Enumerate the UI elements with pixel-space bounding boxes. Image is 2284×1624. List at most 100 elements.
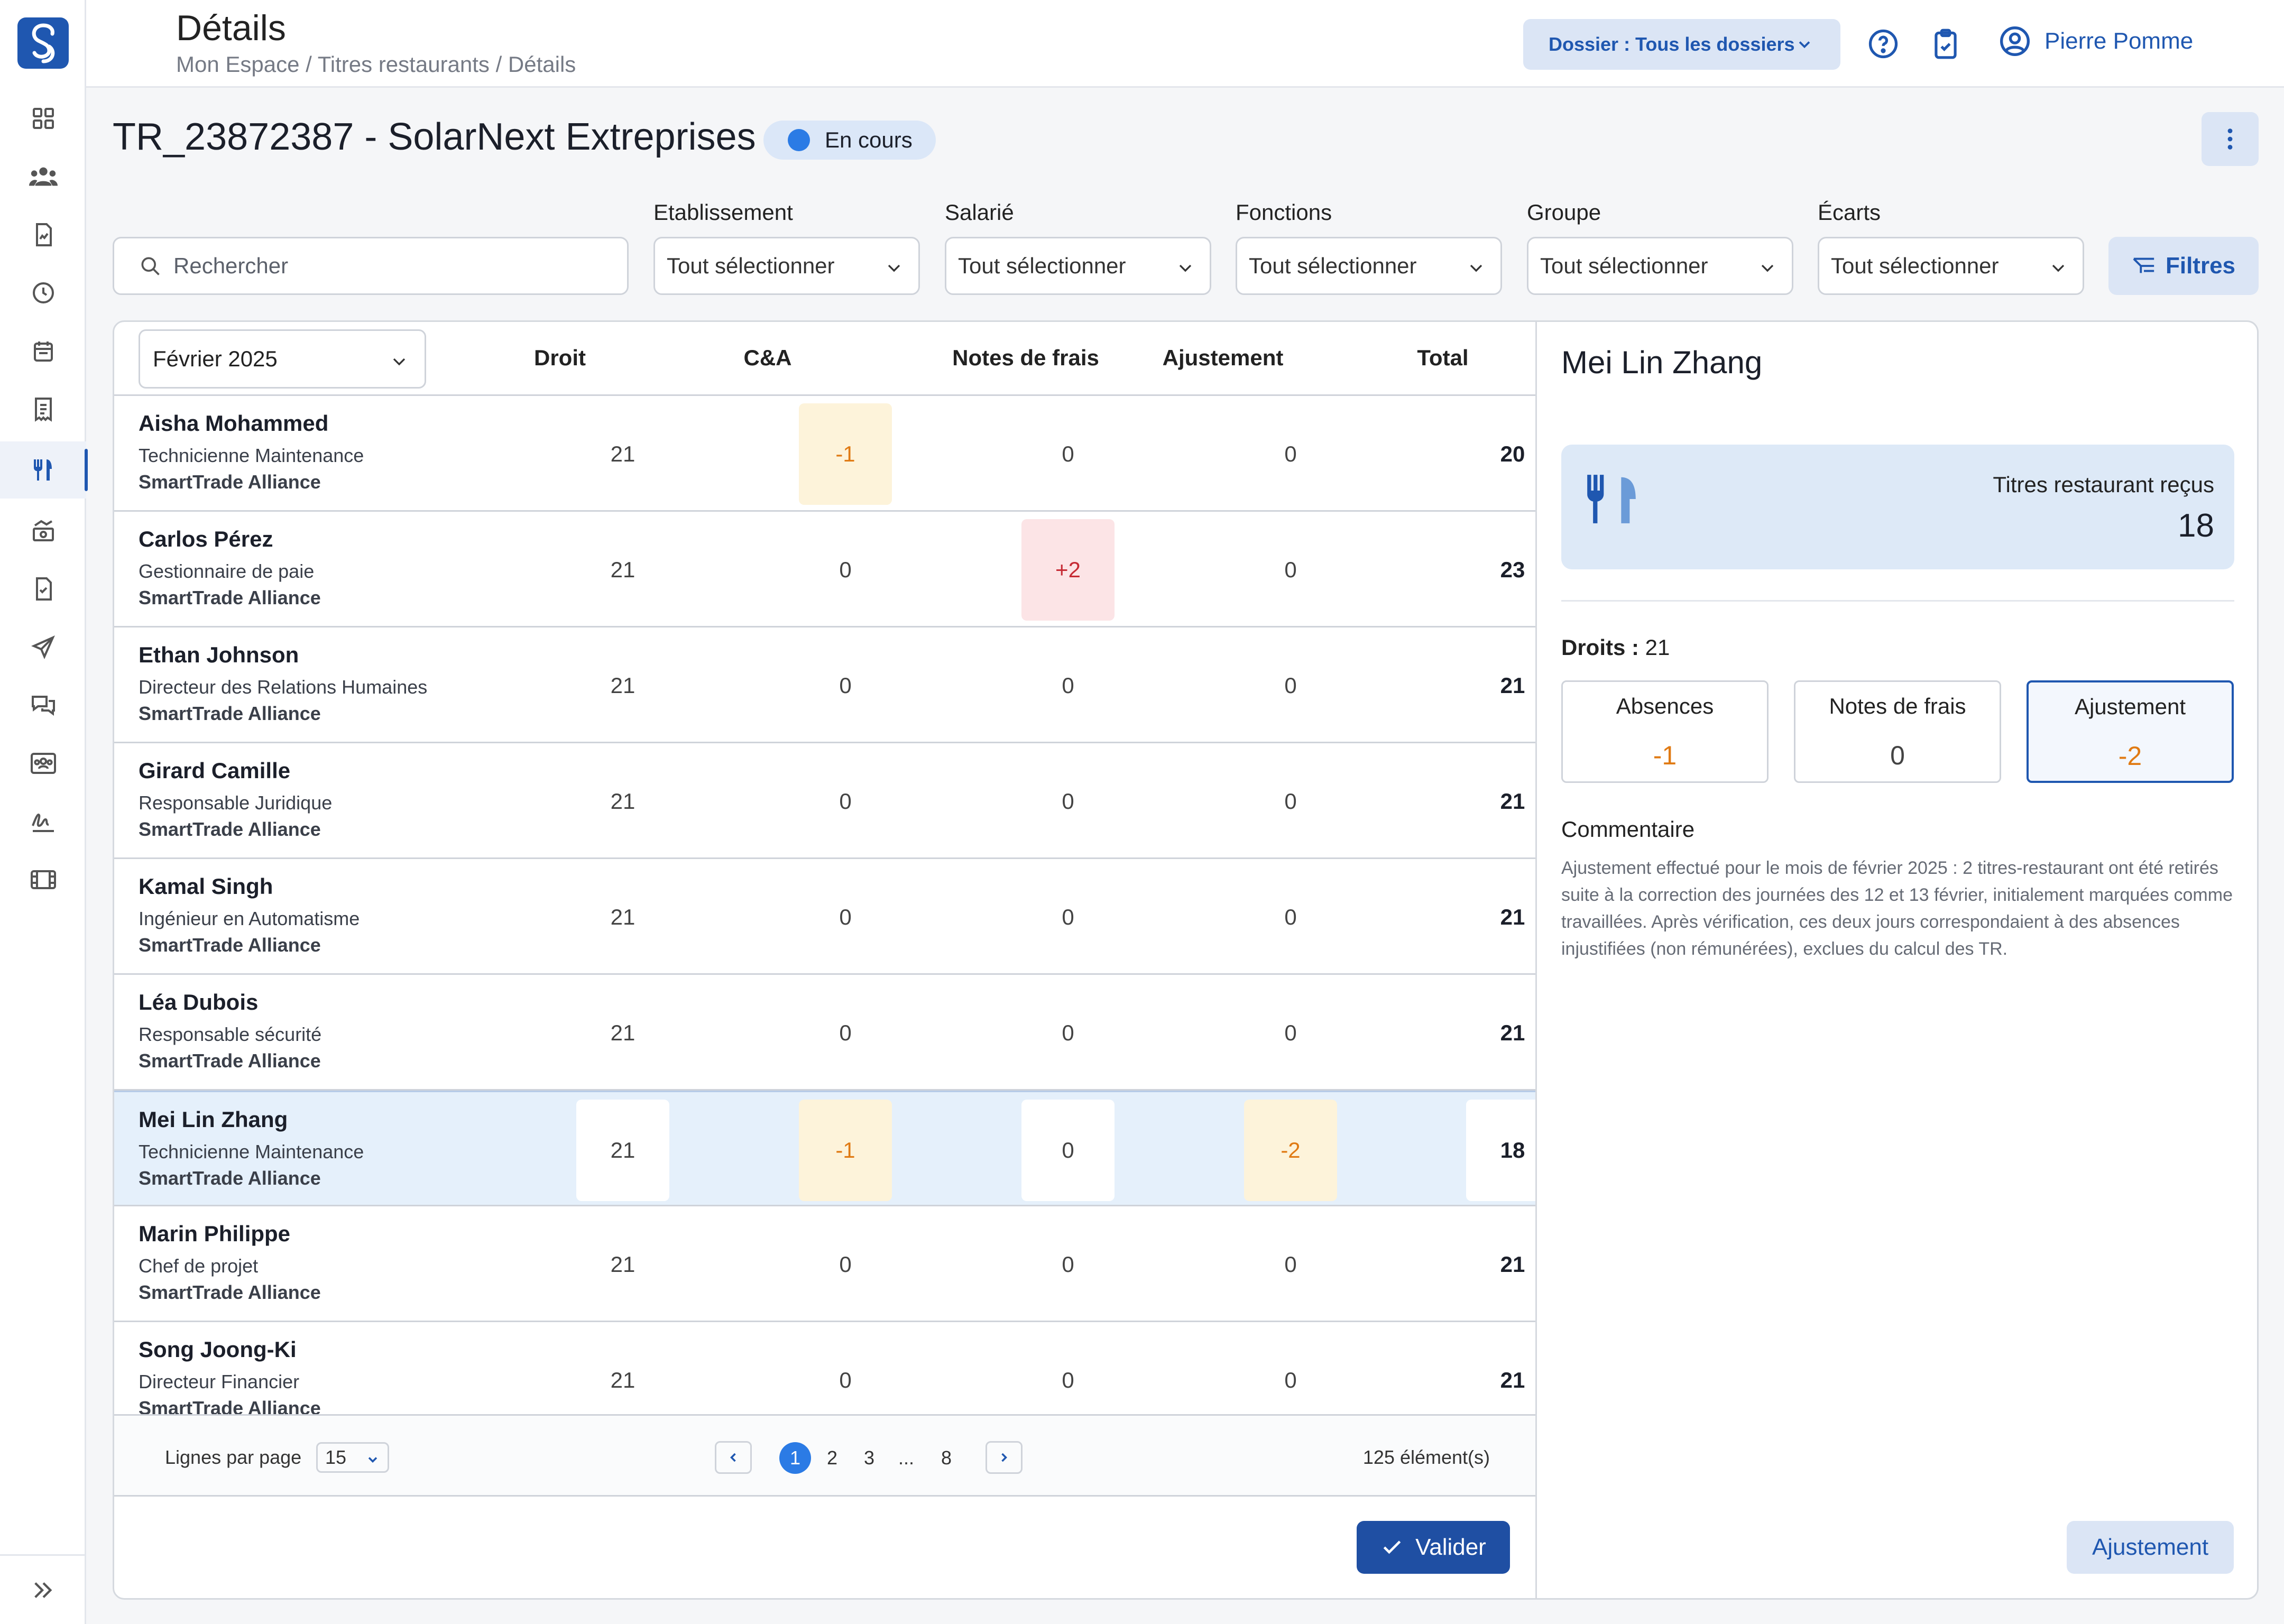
film-icon (29, 867, 58, 892)
col-ca[interactable]: C&A (743, 345, 792, 370)
nav-time[interactable] (0, 264, 86, 321)
employee-role: Responsable sécurité (139, 1023, 322, 1045)
chat-icon (29, 693, 58, 718)
col-total[interactable]: Total (1417, 345, 1469, 370)
cell-total: 21 (1500, 1252, 1525, 1277)
nav-users[interactable] (0, 148, 86, 205)
divider (1561, 600, 2234, 602)
more-options-button[interactable] (2202, 112, 2259, 166)
lines-per-page-select[interactable]: 15 (316, 1442, 389, 1473)
stat-ajustement-label: Ajustement (2074, 694, 2186, 719)
filter-etablissement-select[interactable]: Tout sélectionner (653, 237, 920, 295)
cell-total: 21 (1500, 905, 1525, 929)
cell-total: 21 (1500, 1020, 1525, 1045)
cell-ndf: 0 (1062, 789, 1074, 814)
validate-button-label: Valider (1415, 1534, 1486, 1560)
nav-titres-restaurants[interactable] (0, 441, 88, 499)
employee-company: SmartTrade Alliance (139, 471, 321, 493)
filter-salarie-value: Tout sélectionner (958, 253, 1126, 278)
col-droit[interactable]: Droit (534, 345, 586, 370)
table-row[interactable]: Girard Camille Responsable Juridique Smart… (114, 743, 1535, 859)
stat-absences-value: -1 (1653, 741, 1677, 770)
employee-company: SmartTrade Alliance (139, 934, 321, 956)
nav-documents[interactable] (0, 206, 86, 263)
stat-absences[interactable]: Absences -1 (1561, 680, 1769, 783)
stat-ajustement[interactable]: Ajustement -2 (2027, 680, 2234, 783)
stat-notes-de-frais[interactable]: Notes de frais 0 (1794, 680, 2001, 783)
user-menu[interactable]: Pierre Pomme (1998, 24, 2193, 58)
filters-button[interactable]: Filtres (2108, 237, 2259, 295)
page-2[interactable]: 2 (826, 1447, 838, 1469)
check-icon (1380, 1536, 1404, 1559)
table-pagination: Lignes par page 15 1 2 3 ... 8 125 éléme… (114, 1414, 1535, 1497)
cell-ca: -1 (799, 1100, 892, 1201)
filter-fonctions-select[interactable]: Tout sélectionner (1236, 237, 1502, 295)
cell-ndf: +2 (1021, 519, 1115, 621)
document-icon (31, 222, 56, 247)
validate-button[interactable]: Valider (1357, 1521, 1510, 1574)
table-row[interactable]: Marin Philippe Chef de projet SmartTrade A… (114, 1206, 1535, 1322)
nav-calendar[interactable] (0, 322, 86, 380)
dossier-select[interactable]: Dossier : Tous les dossiers (1523, 19, 1840, 70)
filter-salarie-select[interactable]: Tout sélectionner (945, 237, 1211, 295)
next-page-button[interactable] (986, 1441, 1023, 1474)
nav-receipts[interactable] (0, 381, 86, 438)
filter-ecarts-value: Tout sélectionner (1831, 253, 1999, 278)
nav-send[interactable] (0, 619, 86, 676)
chevron-down-icon (2048, 257, 2069, 279)
table-row[interactable]: Aisha Mohammed Technicienne Maintenance Sm… (114, 396, 1535, 512)
nav-team[interactable] (0, 735, 86, 792)
team-icon (29, 751, 58, 776)
lines-per-page-value: 15 (325, 1446, 347, 1468)
col-ajustement[interactable]: Ajustement (1162, 345, 1284, 370)
cell-ca: 0 (839, 1368, 852, 1392)
table-row[interactable]: Mei Lin Zhang Technicienne Maintenance Sma… (114, 1091, 1535, 1206)
search-input[interactable]: Rechercher (113, 237, 629, 295)
table-row[interactable]: Ethan Johnson Directeur des Relations Hum… (114, 628, 1535, 743)
nav-signature[interactable] (0, 793, 86, 850)
employee-role: Gestionnaire de paie (139, 560, 315, 582)
page-3[interactable]: 3 (863, 1447, 875, 1469)
stat-ajustement-value: -2 (2118, 741, 2142, 771)
month-select[interactable]: Février 2025 (139, 329, 426, 389)
employee-company: SmartTrade Alliance (139, 587, 321, 608)
employee-name: Mei Lin Zhang (139, 1107, 288, 1132)
employee-role: Chef de projet (139, 1255, 259, 1277)
nav-messages[interactable] (0, 677, 86, 734)
filter-ecarts-label: Écarts (1818, 200, 1881, 225)
ajustement-button[interactable]: Ajustement (2067, 1521, 2234, 1574)
clipboard-check-icon[interactable] (1929, 27, 1962, 60)
prev-page-button[interactable] (715, 1441, 752, 1474)
chevron-down-icon (883, 257, 905, 279)
nav-validation[interactable] (0, 560, 86, 617)
employee-company: SmartTrade Alliance (139, 1281, 321, 1303)
col-notes-de-frais[interactable]: Notes de frais (952, 345, 1099, 370)
titres-received-card: Titres restaurant reçus 18 (1561, 445, 2234, 569)
cell-total: 21 (1500, 673, 1525, 698)
table-row[interactable]: Carlos Pérez Gestionnaire de paie SmartTra… (114, 512, 1535, 628)
nav-payroll[interactable] (0, 502, 86, 559)
sidebar-expand-button[interactable] (0, 1554, 86, 1624)
breadcrumb[interactable]: Mon Espace / Titres restaurants / Détail… (176, 52, 576, 77)
cell-ndf: 0 (1062, 441, 1074, 466)
cell-droit: 21 (610, 1368, 636, 1392)
titres-received-label: Titres restaurant reçus (1993, 472, 2214, 497)
cell-ajust: 0 (1284, 1020, 1297, 1045)
chevron-down-icon (1175, 257, 1196, 279)
stat-ndf-value: 0 (1890, 741, 1905, 770)
employee-company: SmartTrade Alliance (139, 703, 321, 724)
nav-dashboard[interactable] (0, 90, 86, 147)
table-row[interactable]: Léa Dubois Responsable sécurité SmartTrade… (114, 975, 1535, 1091)
page-8[interactable]: 8 (941, 1447, 952, 1469)
cell-ndf: 0 (1062, 905, 1074, 929)
page-1[interactable]: 1 (779, 1442, 811, 1474)
nav-media[interactable] (0, 851, 86, 908)
comment-text: Ajustement effectué pour le mois de févr… (1561, 858, 2233, 959)
help-icon[interactable] (1867, 27, 1900, 60)
filter-ecarts-select[interactable]: Tout sélectionner (1818, 237, 2084, 295)
app-logo[interactable] (17, 17, 69, 69)
employee-role: Ingénieur en Automatisme (139, 908, 360, 929)
table-row[interactable]: Kamal Singh Ingénieur en Automatisme Smart… (114, 859, 1535, 975)
cell-ca: 0 (839, 1252, 852, 1277)
filter-groupe-select[interactable]: Tout sélectionner (1527, 237, 1793, 295)
